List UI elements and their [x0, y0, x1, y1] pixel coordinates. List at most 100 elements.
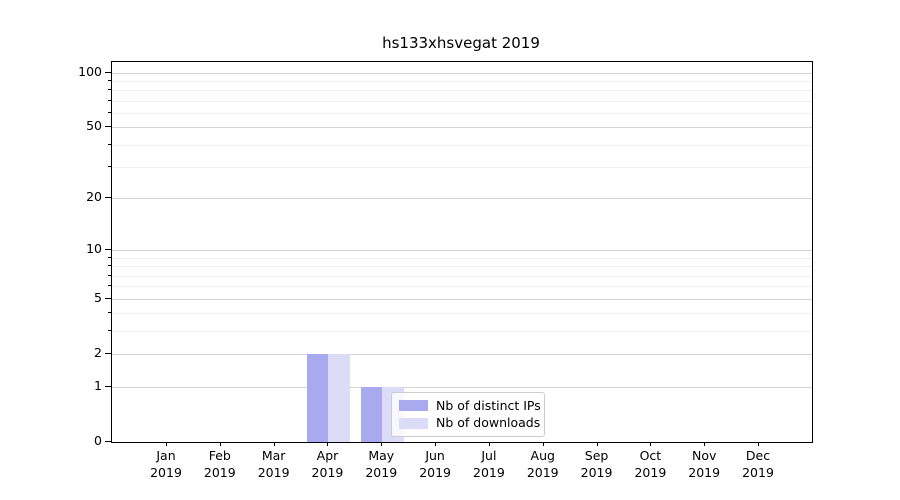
gridline-minor-30	[112, 167, 812, 169]
x-tick-year: 2019	[150, 465, 182, 480]
x-tick-label-sep: Sep 2019	[567, 447, 627, 481]
y-tick-mark-0	[105, 441, 111, 442]
x-tick-year: 2019	[365, 465, 398, 480]
gridline-major-50	[112, 127, 812, 129]
gridline-major-1	[112, 386, 812, 388]
x-tick-mark-aug	[542, 442, 544, 446]
y-tick-mark-minor-90	[108, 80, 111, 82]
legend-swatch-downloads	[399, 417, 428, 429]
y-tick-mark-minor-40	[108, 143, 111, 145]
x-tick-mark-dec	[758, 442, 760, 446]
gridline-minor-7	[112, 275, 812, 277]
x-tick-month: Jan	[156, 448, 176, 463]
x-tick-year: 2019	[419, 465, 451, 480]
x-tick-mark-feb	[219, 442, 221, 446]
x-tick-year: 2019	[688, 465, 721, 480]
y-tick-mark-1	[105, 385, 111, 387]
y-tick-label-10: 10	[86, 241, 102, 257]
x-tick-month: May	[368, 448, 395, 463]
y-tick-mark-minor-4	[108, 312, 111, 314]
x-tick-mark-mar	[273, 442, 275, 446]
x-tick-mark-oct	[650, 442, 652, 446]
y-tick-mark-50	[105, 126, 111, 128]
gridline-minor-3	[112, 331, 812, 333]
y-tick-mark-2	[105, 353, 111, 355]
gridline-major-100	[112, 72, 812, 74]
gridline-minor-9	[112, 257, 812, 259]
x-tick-mark-may	[381, 442, 383, 446]
y-tick-mark-minor-60	[108, 112, 111, 114]
x-tick-label-jan: Jan 2019	[136, 447, 196, 481]
chart-title: hs133xhsvegat 2019	[382, 34, 540, 52]
y-tick-mark-minor-6	[108, 285, 111, 287]
plot-area	[111, 61, 813, 443]
gridline-major-20	[112, 198, 812, 200]
x-tick-month: Feb	[208, 448, 231, 463]
x-tick-month: Dec	[745, 448, 771, 463]
y-tick-mark-minor-80	[108, 89, 111, 91]
y-tick-mark-10	[105, 249, 111, 251]
x-tick-year: 2019	[742, 465, 774, 480]
gridline-minor-4	[112, 313, 812, 315]
x-tick-month: Jun	[425, 448, 445, 463]
y-tick-mark-100	[105, 71, 111, 73]
x-tick-year: 2019	[473, 465, 505, 480]
x-tick-month: Sep	[584, 448, 609, 463]
y-tick-label-0: 0	[94, 433, 102, 448]
x-tick-mark-jan	[166, 442, 167, 446]
gridline-minor-70	[112, 100, 812, 102]
x-tick-year: 2019	[526, 465, 559, 480]
y-tick-label-20: 20	[86, 189, 102, 205]
x-tick-label-jul: Jul 2019	[459, 447, 519, 481]
gridline-minor-40	[112, 144, 812, 146]
gridline-minor-90	[112, 81, 812, 83]
y-tick-label-50: 50	[86, 118, 102, 134]
legend-row-distinct-ips: Nb of distinct IPs	[399, 398, 541, 413]
gridline-major-5	[112, 298, 812, 300]
y-tick-mark-minor-70	[108, 99, 111, 101]
x-tick-month: Nov	[691, 448, 717, 463]
y-tick-label-2: 2	[94, 345, 102, 361]
gridline-minor-8	[112, 266, 812, 268]
bar-nb-of-downloads-apr	[328, 354, 350, 442]
legend: Nb of distinct IPs Nb of downloads	[391, 392, 545, 437]
y-tick-mark-minor-3	[108, 330, 111, 332]
y-tick-mark-5	[105, 297, 111, 299]
y-tick-label-1: 1	[94, 377, 102, 393]
gridline-minor-80	[112, 90, 812, 92]
x-tick-month: Mar	[261, 448, 286, 463]
x-tick-label-nov: Nov 2019	[674, 447, 734, 481]
gridline-minor-60	[112, 113, 812, 115]
y-tick-mark-minor-30	[108, 166, 111, 168]
x-tick-mark-jul	[488, 442, 490, 446]
y-tick-mark-minor-8	[108, 265, 111, 267]
gridline-major-10	[112, 250, 812, 252]
x-tick-label-feb: Feb 2019	[190, 447, 250, 481]
legend-row-downloads: Nb of downloads	[399, 416, 540, 430]
y-tick-label-100: 100	[78, 63, 102, 79]
x-tick-year: 2019	[257, 465, 290, 480]
x-tick-mark-apr	[327, 442, 329, 446]
x-tick-year: 2019	[311, 465, 344, 480]
legend-swatch-distinct-ips	[399, 400, 428, 412]
x-tick-label-jun: Jun 2019	[405, 447, 465, 481]
x-tick-label-apr: Apr 2019	[297, 447, 357, 481]
y-tick-mark-minor-9	[108, 256, 111, 258]
gridline-minor-6	[112, 286, 812, 288]
x-tick-year: 2019	[203, 465, 236, 480]
x-tick-month: Aug	[530, 448, 555, 463]
legend-label-distinct-ips: Nb of distinct IPs	[436, 397, 541, 413]
x-tick-month: Jul	[481, 448, 497, 463]
x-tick-year: 2019	[580, 465, 613, 480]
y-tick-mark-minor-7	[108, 274, 111, 276]
y-tick-label-5: 5	[94, 289, 102, 305]
x-tick-label-may: May 2019	[351, 447, 411, 481]
x-tick-label-oct: Oct 2019	[620, 447, 680, 481]
x-tick-mark-jun	[435, 442, 437, 446]
y-tick-mark-20	[105, 197, 111, 199]
gridline-major-2	[112, 354, 812, 356]
x-tick-label-aug: Aug 2019	[513, 447, 573, 481]
x-tick-label-dec: Dec 2019	[728, 447, 788, 481]
x-tick-year: 2019	[634, 465, 667, 480]
